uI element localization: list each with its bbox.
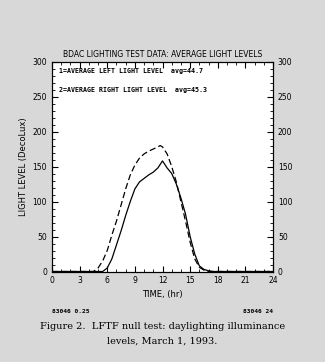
Text: 83046 0.25: 83046 0.25 [52, 309, 89, 314]
Text: levels, March 1, 1993.: levels, March 1, 1993. [107, 337, 218, 346]
Title: BDAC LIGHTING TEST DATA: AVERAGE LIGHT LEVELS: BDAC LIGHTING TEST DATA: AVERAGE LIGHT L… [63, 50, 262, 59]
Y-axis label: LIGHT LEVEL (DecoLux): LIGHT LEVEL (DecoLux) [20, 117, 28, 216]
Text: 1=AVERAGE LEFT LIGHT LEVEL  avg=44.7: 1=AVERAGE LEFT LIGHT LEVEL avg=44.7 [58, 68, 202, 74]
Text: 2=AVERAGE RIGHT LIGHT LEVEL  avg=45.3: 2=AVERAGE RIGHT LIGHT LEVEL avg=45.3 [58, 87, 207, 93]
Text: Figure 2.  LFTF null test: daylighting illuminance: Figure 2. LFTF null test: daylighting il… [40, 322, 285, 331]
Text: 83046 24: 83046 24 [243, 309, 273, 314]
X-axis label: TIME, (hr): TIME, (hr) [142, 290, 183, 299]
